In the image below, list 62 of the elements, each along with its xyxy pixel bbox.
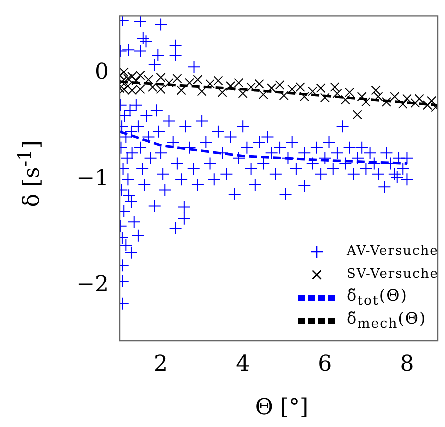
point bbox=[308, 86, 318, 96]
point bbox=[374, 92, 384, 102]
point bbox=[332, 88, 342, 98]
point bbox=[172, 74, 182, 84]
point bbox=[132, 76, 142, 86]
x-tick-label: 2 bbox=[154, 352, 168, 377]
point bbox=[258, 90, 268, 100]
point bbox=[361, 97, 371, 107]
point bbox=[300, 92, 310, 102]
point bbox=[275, 80, 285, 90]
point bbox=[193, 75, 203, 85]
point bbox=[296, 82, 306, 92]
legend-label: δ̃$_{mech}$(Θ) bbox=[346, 308, 427, 332]
point bbox=[423, 100, 432, 110]
point bbox=[382, 97, 392, 107]
y-tick-label: −2 bbox=[76, 272, 109, 298]
point bbox=[136, 70, 146, 80]
point bbox=[185, 78, 194, 88]
point bbox=[238, 88, 248, 98]
point bbox=[279, 91, 289, 101]
point bbox=[226, 82, 236, 91]
point bbox=[316, 84, 326, 94]
legend-label: AV-Versuche bbox=[346, 244, 439, 259]
point bbox=[164, 78, 174, 88]
point bbox=[414, 94, 424, 104]
point bbox=[267, 84, 277, 94]
point bbox=[390, 92, 400, 102]
point bbox=[254, 79, 264, 89]
point bbox=[427, 96, 437, 106]
point bbox=[340, 95, 350, 105]
y-tick-label: 0 bbox=[95, 60, 109, 86]
point bbox=[246, 82, 256, 92]
point bbox=[357, 92, 367, 102]
y-tick-label: −1 bbox=[76, 166, 109, 192]
point bbox=[144, 75, 154, 85]
point bbox=[148, 82, 158, 92]
legend-label: δ̃$_{tot}$(Θ) bbox=[346, 286, 408, 310]
point bbox=[320, 93, 330, 103]
point bbox=[128, 72, 138, 82]
x-axis-title: Θ [°] bbox=[255, 396, 309, 420]
legend-label: SV-Versuche bbox=[346, 267, 439, 282]
point bbox=[206, 79, 216, 89]
point bbox=[330, 82, 340, 92]
point bbox=[410, 98, 420, 108]
point bbox=[156, 84, 166, 94]
point bbox=[218, 88, 228, 98]
point bbox=[398, 100, 408, 110]
point bbox=[402, 94, 412, 104]
point bbox=[288, 84, 298, 94]
point bbox=[352, 110, 362, 120]
point bbox=[234, 78, 244, 88]
point bbox=[345, 88, 355, 98]
point bbox=[156, 73, 166, 83]
point bbox=[136, 84, 146, 94]
point bbox=[197, 86, 207, 96]
x-tick-label: 4 bbox=[236, 352, 250, 377]
point bbox=[371, 86, 381, 96]
point bbox=[214, 76, 224, 86]
x-tick-label: 8 bbox=[400, 352, 414, 377]
point bbox=[128, 86, 138, 96]
x-tick-label: 6 bbox=[318, 352, 332, 377]
point bbox=[176, 86, 186, 96]
